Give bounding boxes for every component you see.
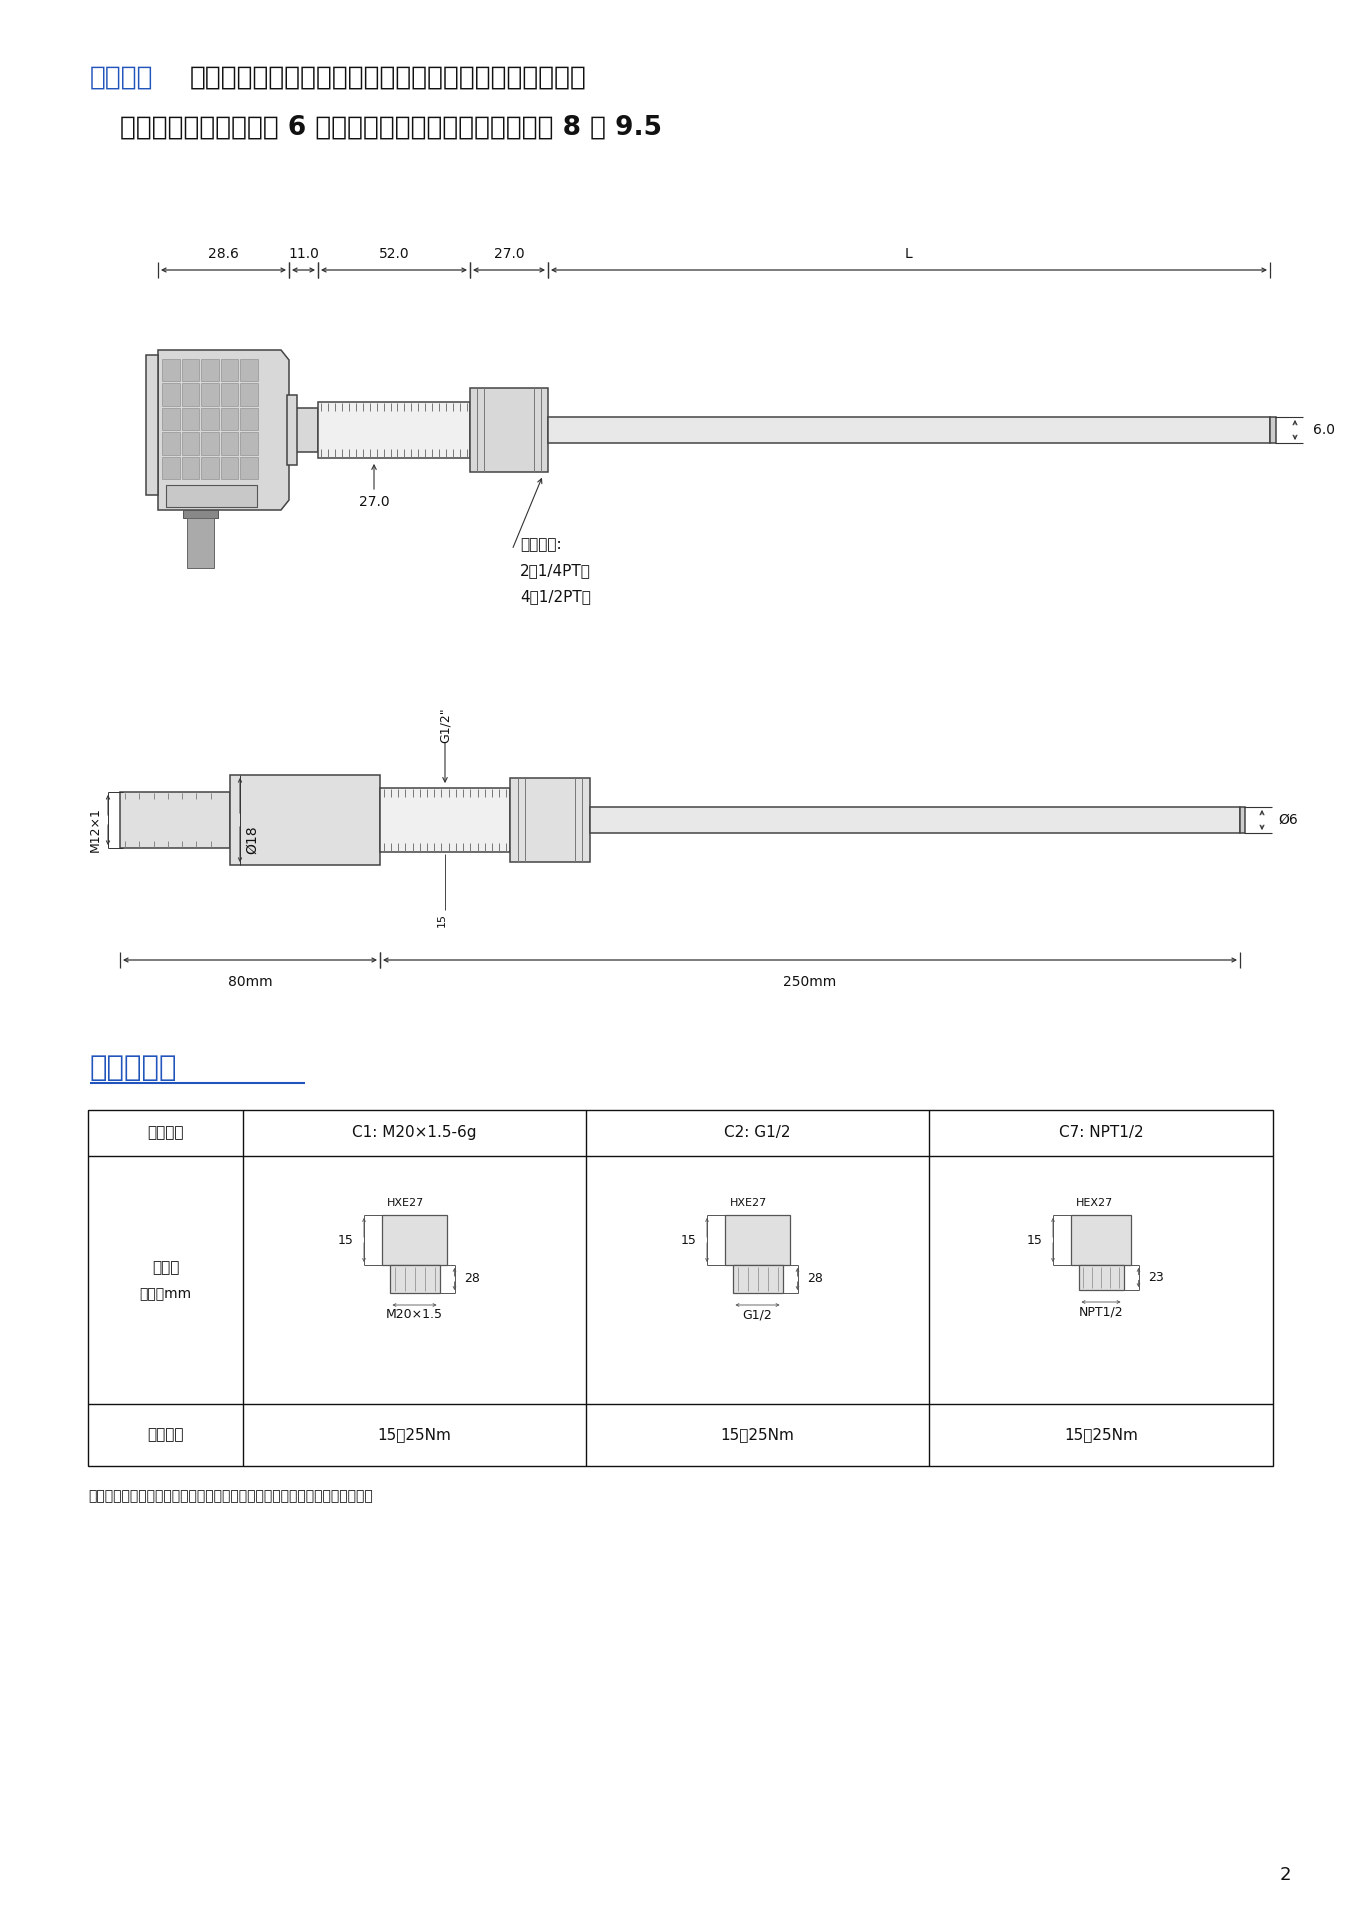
Text: 15～25Nm: 15～25Nm (377, 1427, 452, 1442)
Text: 4（1/2PT）: 4（1/2PT） (520, 589, 590, 605)
Bar (119, 791, 229, 849)
Bar (1079, 1265, 1124, 1290)
Text: 27.0: 27.0 (494, 248, 524, 261)
Bar (201, 384, 218, 405)
Text: L: L (905, 248, 913, 261)
Bar (187, 518, 214, 568)
Text: Ø18: Ø18 (246, 826, 259, 854)
Bar (201, 407, 218, 430)
Text: 15～25Nm: 15～25Nm (721, 1427, 794, 1442)
Bar (201, 432, 218, 455)
Bar (240, 407, 258, 430)
Bar (1270, 417, 1276, 444)
Bar (201, 359, 218, 382)
Text: 52.0: 52.0 (379, 248, 410, 261)
Bar (240, 359, 258, 382)
Bar (161, 384, 179, 405)
Text: 80mm: 80mm (228, 975, 273, 989)
Bar (221, 359, 239, 382)
Bar (182, 457, 199, 478)
Bar (286, 396, 297, 465)
Polygon shape (157, 349, 289, 511)
Text: 单位：mm: 单位：mm (140, 1286, 191, 1302)
Text: 尺寸图：: 尺寸图： (90, 65, 153, 90)
Bar (182, 432, 199, 455)
Bar (318, 401, 470, 459)
Bar (1240, 806, 1244, 833)
Text: 随温度的高低来决定用几片散热片，因些整体尺寸也会产: 随温度的高低来决定用几片散热片，因些整体尺寸也会产 (190, 65, 586, 90)
Text: 28: 28 (807, 1273, 824, 1286)
Text: C2: G1/2: C2: G1/2 (725, 1125, 791, 1140)
Text: 15: 15 (437, 914, 446, 927)
Bar (590, 806, 1240, 833)
Text: 15: 15 (1027, 1233, 1044, 1246)
Bar (161, 457, 179, 478)
Text: 连接螺牙:: 连接螺牙: (520, 538, 562, 553)
Text: M12×1: M12×1 (88, 808, 102, 852)
Bar (240, 384, 258, 405)
Text: 注：扭矩取决于各种因素，例如幺片材料、配套材料、螺纹润滑及压力大小。: 注：扭矩取决于各种因素，例如幺片材料、配套材料、螺纹润滑及压力大小。 (88, 1490, 373, 1503)
Bar (389, 1265, 440, 1292)
Bar (161, 359, 179, 382)
Text: 15: 15 (681, 1233, 697, 1246)
Bar (166, 486, 256, 507)
Bar (229, 776, 380, 866)
Bar (380, 787, 510, 852)
Text: 螺纹代码: 螺纹代码 (148, 1125, 183, 1140)
Text: Ø6: Ø6 (1278, 812, 1297, 828)
Bar (183, 511, 218, 518)
Text: G1/2": G1/2" (438, 707, 452, 743)
Bar (240, 432, 258, 455)
Text: 15～25Nm: 15～25Nm (1064, 1427, 1139, 1442)
Bar (240, 457, 258, 478)
Text: HXE27: HXE27 (730, 1198, 767, 1208)
Bar (221, 407, 239, 430)
Bar (161, 432, 179, 455)
Text: NPT1/2: NPT1/2 (1079, 1306, 1124, 1319)
Text: HEX27: HEX27 (1076, 1198, 1113, 1208)
Text: 2: 2 (1280, 1866, 1291, 1884)
Bar (221, 457, 239, 478)
Bar (548, 417, 1270, 444)
Text: 11.0: 11.0 (288, 248, 319, 261)
Text: 27.0: 27.0 (358, 495, 389, 509)
Text: 28.6: 28.6 (208, 248, 239, 261)
Text: 250mm: 250mm (783, 975, 837, 989)
Bar (733, 1265, 783, 1292)
Text: 建议扭矩: 建议扭矩 (148, 1427, 183, 1442)
Text: 尺寸图: 尺寸图 (152, 1261, 179, 1275)
Bar (161, 407, 179, 430)
Text: C7: NPT1/2: C7: NPT1/2 (1058, 1125, 1144, 1140)
Bar (725, 1215, 790, 1265)
Bar (470, 388, 548, 472)
Text: C1: M20×1.5-6g: C1: M20×1.5-6g (353, 1125, 476, 1140)
Text: 选配螺纹：: 选配螺纹： (90, 1054, 178, 1083)
Bar (221, 384, 239, 405)
Bar (510, 778, 590, 862)
Bar (1071, 1215, 1130, 1265)
Bar (383, 1215, 446, 1265)
Bar (201, 457, 218, 478)
Text: M20×1.5: M20×1.5 (385, 1309, 442, 1321)
Bar (88, 1110, 1273, 1467)
Text: HXE27: HXE27 (387, 1198, 425, 1208)
Text: 23: 23 (1148, 1271, 1164, 1284)
Bar (182, 359, 199, 382)
Bar (147, 355, 157, 495)
Bar (289, 409, 318, 451)
Text: G1/2: G1/2 (742, 1309, 772, 1321)
Text: 15: 15 (338, 1233, 354, 1246)
Text: 2（1/4PT）: 2（1/4PT） (520, 563, 590, 578)
Bar (182, 384, 199, 405)
Bar (221, 432, 239, 455)
Text: 生不定性的变化（最多 6 片），压力的增加管径也会变动为 8 或 9.5: 生不定性的变化（最多 6 片），压力的增加管径也会变动为 8 或 9.5 (119, 115, 662, 140)
Bar (182, 407, 199, 430)
Text: 28: 28 (464, 1273, 480, 1286)
Text: 6.0: 6.0 (1314, 422, 1335, 438)
